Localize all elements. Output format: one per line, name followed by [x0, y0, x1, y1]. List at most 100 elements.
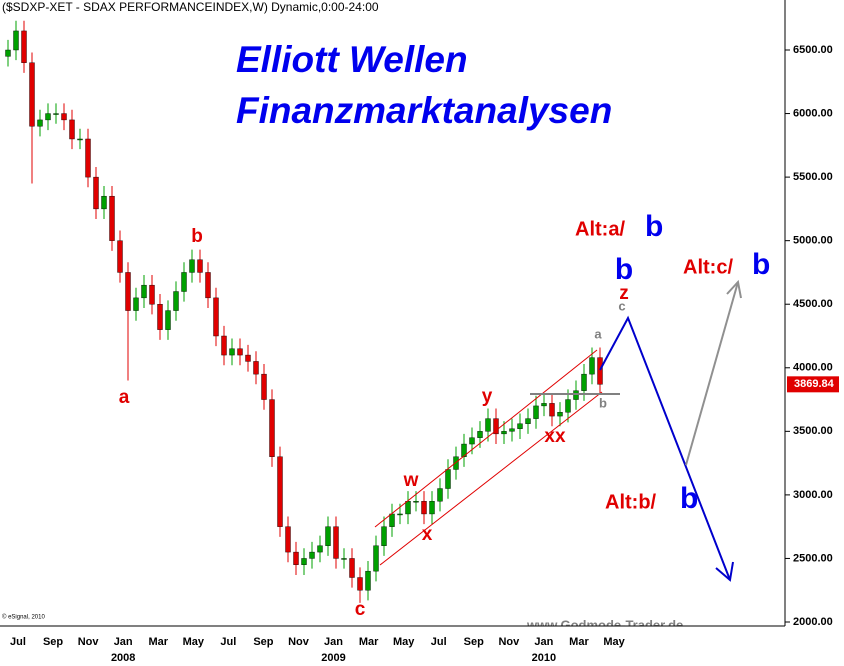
- headline: Elliott Wellen: [236, 39, 468, 80]
- candle-body: [477, 431, 483, 438]
- candle-body: [573, 390, 579, 400]
- candle-body: [589, 357, 595, 375]
- wave-label: b: [752, 248, 770, 281]
- headline: Finanzmarktanalysen: [236, 90, 612, 131]
- y-tick-label: 4500.00: [793, 298, 833, 310]
- candle-body: [349, 558, 355, 578]
- candle-body: [261, 373, 267, 400]
- candle-body: [445, 469, 451, 489]
- wave-label: b: [191, 226, 203, 247]
- candle-body: [125, 272, 131, 311]
- candle-body: [341, 558, 347, 560]
- candle-body: [13, 30, 19, 51]
- y-tick-label: 6000.00: [793, 107, 833, 119]
- wave-label: c: [355, 599, 366, 620]
- candle-body: [69, 119, 75, 140]
- candle-body: [133, 297, 139, 311]
- candle-body: [157, 304, 163, 330]
- candle-body: [37, 119, 43, 127]
- candle-body: [101, 195, 107, 210]
- candle-body: [189, 259, 195, 273]
- candle-body: [485, 418, 491, 432]
- wave-label: b: [645, 210, 663, 243]
- x-tick-label: Jan: [114, 636, 133, 648]
- wave-label: Alt:b/: [605, 491, 657, 513]
- candle-body: [581, 373, 587, 391]
- candle-body: [405, 501, 411, 515]
- x-tick-label: May: [393, 636, 415, 648]
- candle-body: [53, 113, 59, 115]
- x-year-label: 2009: [321, 652, 345, 664]
- candle-body: [325, 526, 331, 546]
- candle-body: [293, 551, 299, 565]
- copyright: © eSignal, 2010: [2, 614, 45, 621]
- candle-body: [85, 138, 91, 178]
- x-tick-label: Jul: [10, 636, 26, 648]
- candle-body: [421, 501, 427, 515]
- arrow-head: [715, 561, 734, 582]
- candle-body: [61, 113, 67, 121]
- candle-body: [141, 284, 147, 299]
- wave-label: b: [615, 253, 633, 286]
- candle-body: [357, 577, 363, 591]
- candle-body: [21, 30, 27, 63]
- wave-label: b: [599, 395, 607, 410]
- wave-label: c: [618, 298, 625, 313]
- x-tick-label: May: [603, 636, 625, 648]
- x-tick-label: Sep: [43, 636, 63, 648]
- wave-label: xx: [544, 426, 566, 447]
- x-tick-label: Jan: [324, 636, 343, 648]
- candle-body: [565, 399, 571, 413]
- x-tick-label: Jul: [220, 636, 236, 648]
- x-tick-label: Sep: [253, 636, 273, 648]
- y-tick-label: 4000.00: [793, 362, 833, 374]
- candle-body: [533, 405, 539, 419]
- candle-body: [245, 354, 251, 362]
- candle-body: [429, 501, 435, 515]
- candle-body: [173, 291, 179, 311]
- candle-body: [277, 456, 283, 527]
- wave-label: w: [403, 470, 419, 491]
- candle-body: [197, 259, 203, 273]
- wave-label: a: [594, 326, 602, 341]
- candle-body: [549, 403, 555, 417]
- x-tick-label: Mar: [148, 636, 168, 648]
- y-tick-label: 2500.00: [793, 552, 833, 564]
- arrow-head: [726, 279, 742, 299]
- candle-body: [205, 272, 211, 299]
- candle-body: [77, 138, 83, 141]
- projection-path: [599, 315, 731, 581]
- x-year-label: 2010: [532, 652, 556, 664]
- wave-label: x: [422, 524, 433, 545]
- candle-body: [45, 113, 51, 121]
- candle-body: [509, 428, 515, 432]
- channel-line: [374, 349, 598, 528]
- candle-body: [501, 431, 507, 435]
- candle-body: [29, 62, 35, 127]
- candle-body: [309, 551, 315, 559]
- y-tick-label: 2000.00: [793, 616, 833, 628]
- candle-body: [389, 513, 395, 527]
- last-price-label: 3869.84: [794, 378, 835, 390]
- candle-body: [213, 297, 219, 337]
- channel-line: [379, 391, 603, 566]
- wave-label: b: [680, 482, 698, 515]
- candle-body: [317, 545, 323, 553]
- candle-body: [117, 240, 123, 273]
- candle-body: [469, 437, 475, 445]
- x-tick-label: Mar: [359, 636, 379, 648]
- chart-title: ($SDXP-XET - SDAX PERFORMANCEINDEX,W) Dy…: [2, 0, 379, 14]
- y-tick-label: 3000.00: [793, 489, 833, 501]
- wave-label: z: [619, 283, 629, 304]
- y-tick-label: 3500.00: [793, 425, 833, 437]
- candle-body: [597, 357, 603, 385]
- y-tick-label: 5500.00: [793, 171, 833, 183]
- x-tick-label: Nov: [78, 636, 100, 648]
- candle-body: [437, 488, 443, 502]
- wave-label: a: [119, 387, 130, 408]
- candle-body: [397, 513, 403, 516]
- x-tick-label: Nov: [288, 636, 310, 648]
- candle-body: [221, 335, 227, 356]
- candle-body: [365, 570, 371, 591]
- candle-body: [93, 176, 99, 210]
